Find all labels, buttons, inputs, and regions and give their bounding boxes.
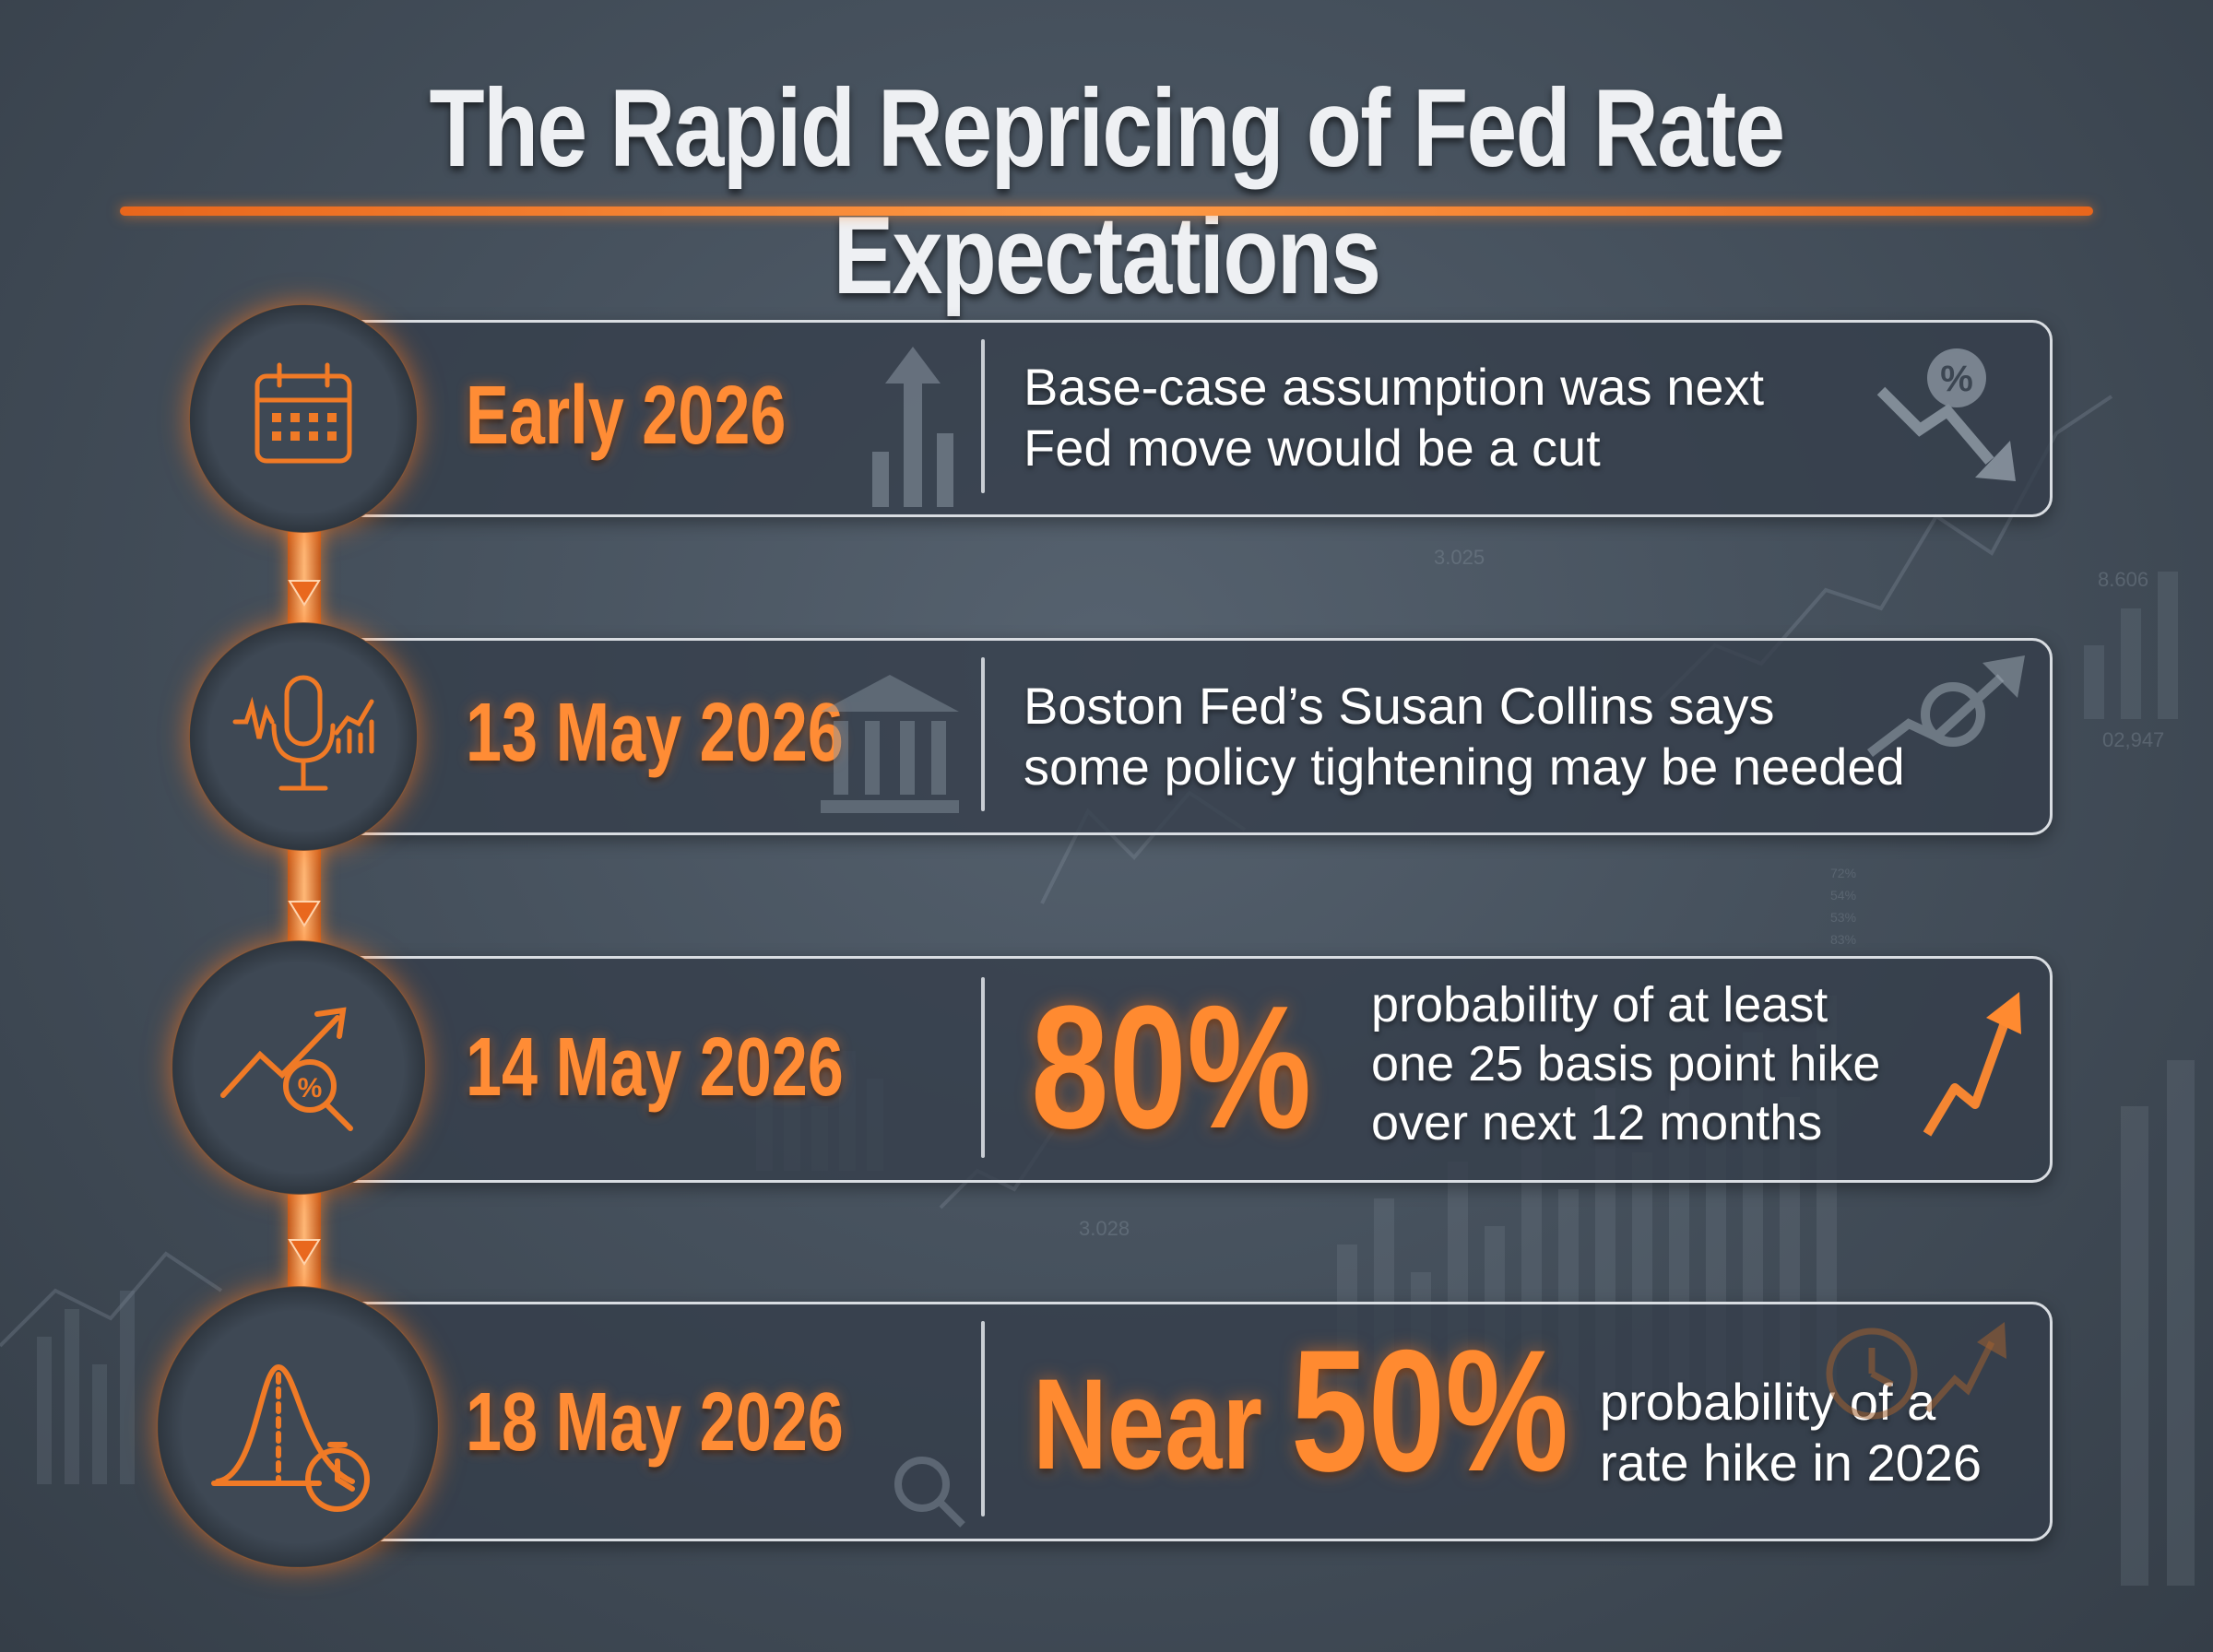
card-divider: [981, 977, 985, 1158]
calendar-icon: [254, 362, 352, 464]
percent-down-arrow-icon: %: [1876, 348, 2016, 481]
timeline-node-3: %: [172, 940, 426, 1195]
trend-magnifier-percent-icon: %: [220, 1007, 353, 1131]
percent-up-arrow-icon: [1866, 655, 2025, 757]
timeline-node-4: [157, 1286, 439, 1568]
up-arrow-chart-icon: [872, 347, 953, 507]
svg-text:54%: 54%: [1830, 888, 1856, 903]
svg-text:83%: 83%: [1830, 932, 1856, 947]
title-underline: [120, 206, 2093, 216]
card-divider: [981, 657, 985, 811]
date-early-2026: Early 2026: [466, 370, 787, 462]
card-divider: [981, 339, 985, 493]
description-18-may-2026: probability of a rate hike in 2026: [1600, 1373, 1982, 1492]
bg-label-3025: 3.025: [1434, 546, 1485, 569]
timeline-card-13-may-2026: [314, 638, 2053, 835]
description-13-may-2026: Boston Fed’s Susan Collins says some pol…: [1024, 677, 1905, 796]
timeline-card-14-may-2026: [314, 956, 2053, 1183]
magnifier-icon: [894, 1457, 965, 1528]
timeline-node-2: [189, 622, 418, 851]
bank-building-icon: [821, 675, 959, 813]
bg-label-3028: 3.028: [1079, 1217, 1130, 1240]
highlight-80-percent: 80%: [1031, 970, 1312, 1165]
card-divider: [981, 1321, 985, 1516]
bg-label-02947: 02,947: [2102, 728, 2164, 751]
description-14-may-2026: probability of at least one 25 basis poi…: [1371, 977, 1881, 1150]
highlight-near-label: Near: [1033, 1351, 1263, 1496]
svg-text:%: %: [298, 1073, 323, 1103]
svg-text:%: %: [1940, 359, 1973, 399]
date-18-may-2026: 18 May 2026: [466, 1376, 844, 1469]
bell-curve-stopwatch-icon: [211, 1363, 370, 1512]
microphone-chart-icon: [232, 675, 374, 791]
svg-text:53%: 53%: [1830, 910, 1856, 925]
timeline-card-18-may-2026: [314, 1302, 2053, 1541]
date-13-may-2026: 13 May 2026: [466, 687, 844, 779]
clock-up-arrow-icon: [1826, 1322, 2006, 1420]
page-title: The Rapid Repricing of Fed Rate Expectat…: [429, 66, 1785, 317]
timeline-card-early-2026: [314, 320, 2053, 517]
date-14-may-2026: 14 May 2026: [466, 1021, 844, 1114]
timeline-node-1: [189, 304, 418, 533]
bg-label-8606: 8.606: [2098, 568, 2148, 591]
upward-arrow-icon: [1923, 992, 2021, 1137]
highlight-50-percent: 50%: [1291, 1314, 1569, 1507]
svg-text:72%: 72%: [1830, 866, 1856, 880]
description-early-2026: Base-case assumption was next Fed move w…: [1024, 358, 1765, 477]
